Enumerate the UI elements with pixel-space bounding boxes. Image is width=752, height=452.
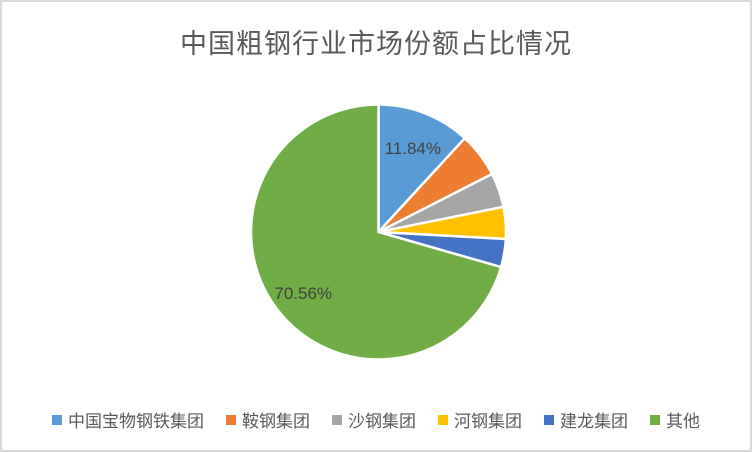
legend-item-5: 建龙集团 (544, 407, 628, 432)
legend: 中国宝物钢铁集团 鞍钢集团 沙钢集团 河钢集团 建龙集团 其他 (2, 407, 750, 432)
pie-data-label-1: 11.84% (385, 139, 441, 158)
legend-label: 其他 (666, 412, 700, 431)
legend-swatch-icon (438, 414, 448, 425)
legend-swatch-icon (226, 414, 236, 425)
legend-label: 沙钢集团 (348, 412, 416, 431)
pie-data-label-6: 70.56% (274, 284, 332, 303)
legend-swatch-icon (544, 414, 554, 425)
legend-item-4: 河钢集团 (438, 407, 522, 432)
legend-label: 建龙集团 (560, 412, 628, 431)
legend-label: 中国宝物钢铁集团 (68, 412, 204, 431)
legend-item-2: 鞍钢集团 (226, 407, 310, 432)
legend-swatch-icon (650, 414, 660, 425)
chart-title: 中国粗钢行业市场份额占比情况 (180, 29, 572, 59)
pie-slice-1 (377, 103, 467, 234)
legend-label: 鞍钢集团 (242, 412, 310, 431)
legend-swatch-icon (52, 414, 62, 425)
legend-item-6: 其他 (650, 407, 700, 432)
legend-swatch-icon (332, 414, 342, 425)
legend-item-3: 沙钢集团 (332, 407, 416, 432)
pie-slice-6 (249, 103, 503, 361)
legend-item-1: 中国宝物钢铁集团 (52, 407, 204, 432)
legend-label: 河钢集团 (454, 412, 522, 431)
